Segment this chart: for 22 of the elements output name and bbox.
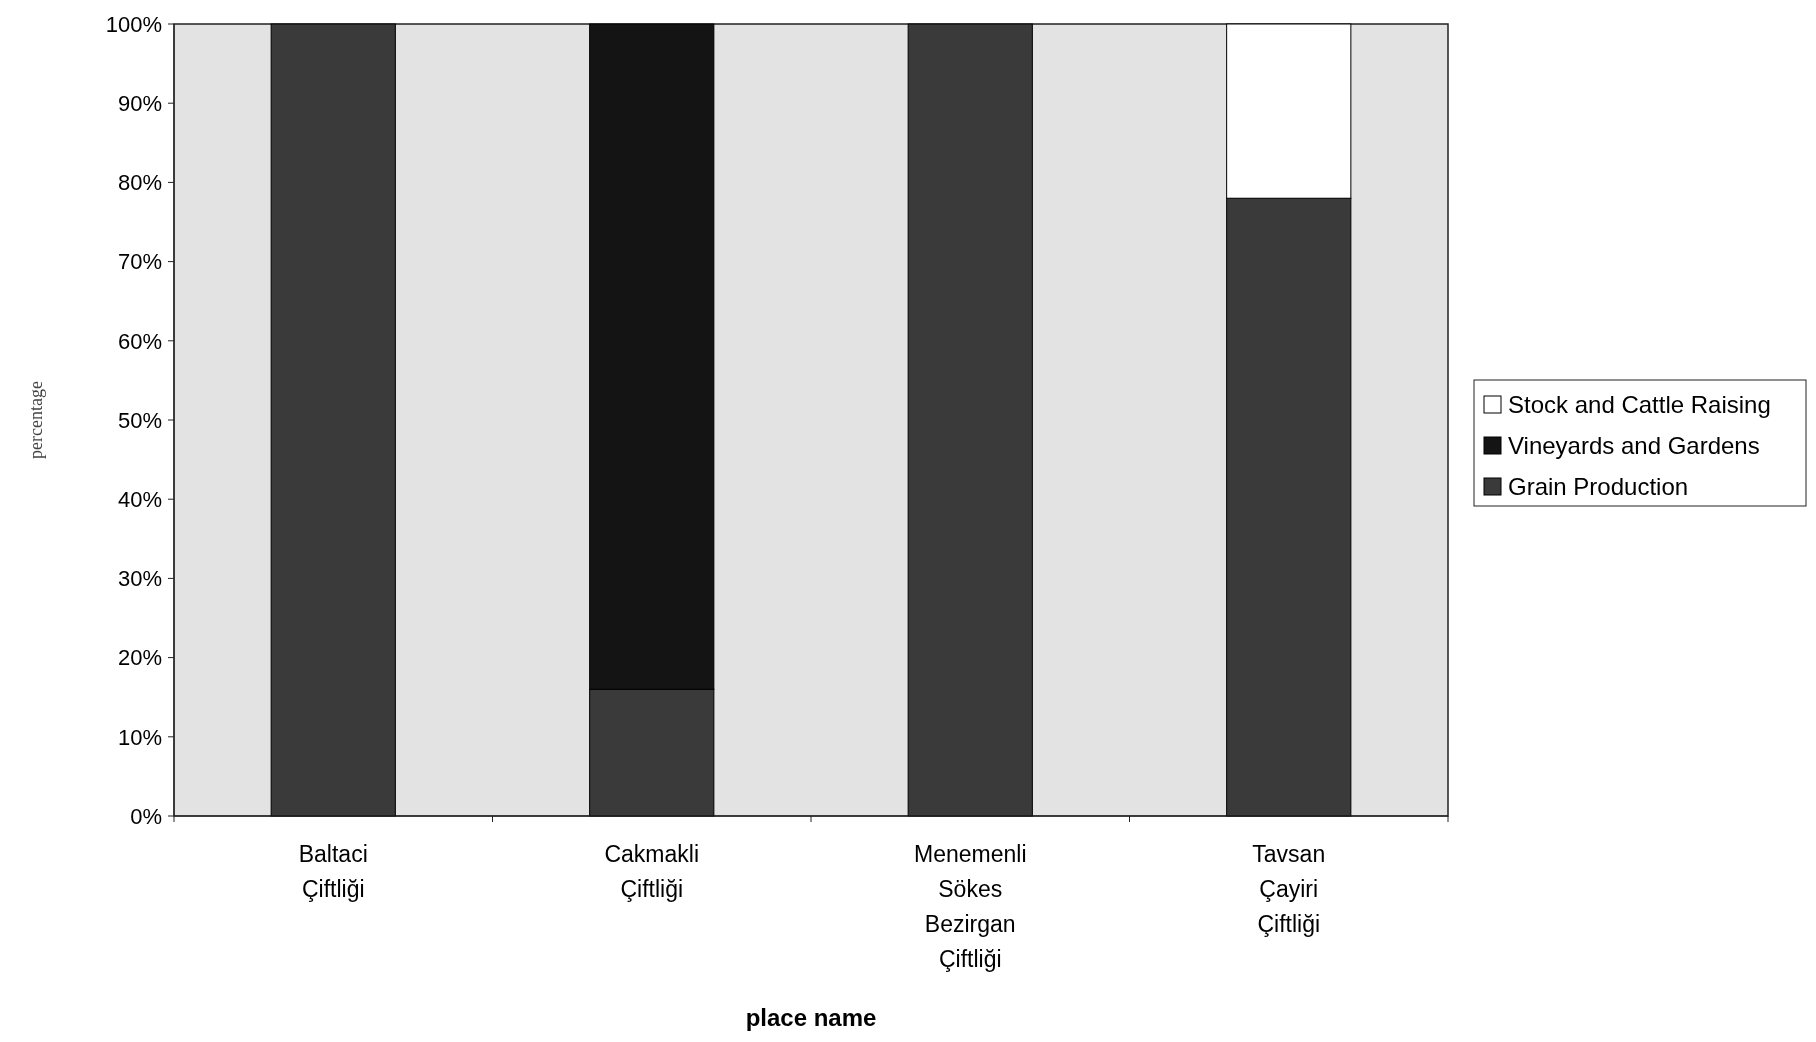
bar <box>907 23 1033 817</box>
y-tick-label: 70% <box>117 249 162 275</box>
y-tick-label: 60% <box>117 328 162 354</box>
y-tick-label: 40% <box>117 486 162 512</box>
x-tick-label: Baltaci Çiftliği <box>298 841 368 902</box>
legend-label: Stock and Cattle Raising <box>1508 391 1771 419</box>
legend-label: Grain Production <box>1508 473 1689 501</box>
y-tick-label: 10% <box>117 724 162 750</box>
y-axis-title: percentage <box>26 381 46 459</box>
y-tick-label: 80% <box>117 170 162 196</box>
bar <box>270 23 396 817</box>
y-tick-label: 20% <box>117 645 162 671</box>
x-tick-label: Cakmakli Çiftliği <box>604 841 700 902</box>
x-axis-title: place name <box>745 1004 877 1031</box>
legend-label: Vineyards and Gardens <box>1508 432 1760 460</box>
x-tick-label: Menemenli Sökes Bezirgan Çiftliği <box>914 841 1027 972</box>
y-tick-label: 0% <box>130 803 162 829</box>
x-tick-label: Tavsan Çayiri Çiftliği <box>1252 841 1326 937</box>
y-tick-label: 30% <box>117 566 162 592</box>
y-tick-label: 50% <box>117 407 162 433</box>
y-tick-label: 100% <box>105 11 162 37</box>
y-tick-label: 90% <box>117 90 162 116</box>
